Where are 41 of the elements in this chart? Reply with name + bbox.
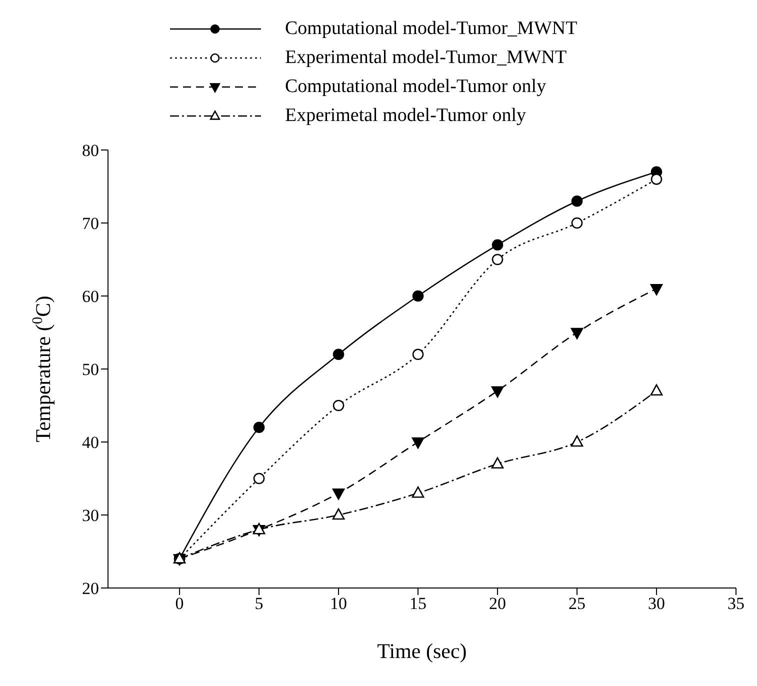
point — [332, 348, 344, 360]
x-axis-title: Time (sec) — [377, 639, 467, 663]
point — [253, 422, 265, 434]
point — [332, 400, 344, 412]
x-tick-label: 10 — [330, 594, 348, 614]
x-tick-label: 30 — [648, 594, 666, 614]
x-tick-label: 20 — [489, 594, 506, 614]
point — [412, 437, 424, 449]
x-tick-label: 0 — [175, 594, 184, 614]
x-tick-label: 15 — [410, 594, 427, 614]
y-tick-label: 40 — [82, 433, 99, 452]
point — [650, 384, 663, 396]
point — [650, 284, 663, 296]
point — [332, 488, 345, 500]
x-tick-label: 35 — [728, 594, 744, 614]
x-tick-label: 5 — [254, 594, 264, 614]
point — [253, 472, 265, 484]
y-tick-label: 70 — [82, 214, 99, 234]
point — [492, 254, 504, 266]
point — [412, 486, 424, 498]
point — [571, 195, 583, 207]
point — [412, 290, 424, 302]
point — [571, 217, 583, 229]
point — [492, 239, 504, 251]
point — [491, 457, 504, 469]
point — [412, 348, 424, 360]
legend-label: Computational model-Tumor only — [285, 76, 546, 98]
legend-label: Computational model-Tumor_MWNT — [285, 18, 578, 40]
point — [650, 174, 662, 185]
y-tick-label: 50 — [82, 360, 99, 380]
point — [570, 435, 584, 447]
legend-label: Experimental model-Tumor_MWNT — [285, 46, 567, 68]
legend-label: Experimetal model-Tumor only — [285, 104, 526, 126]
y-tick-label: 80 — [82, 141, 99, 160]
x-tick-label: 25 — [568, 594, 586, 614]
point — [491, 386, 504, 398]
point — [570, 328, 584, 340]
point — [332, 508, 345, 520]
y-tick-label: 30 — [82, 506, 99, 526]
y-tick-label: 20 — [82, 579, 99, 598]
y-tick-label: 60 — [82, 287, 99, 306]
